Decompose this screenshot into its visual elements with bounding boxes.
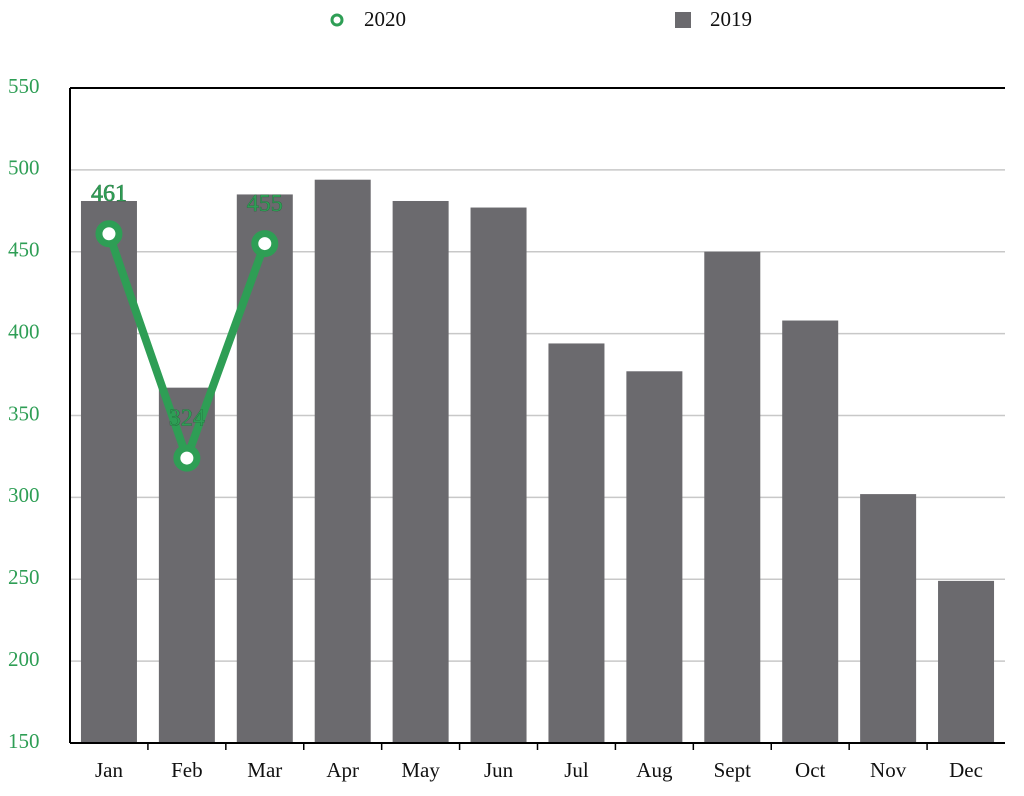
y-tick-label: 300 [8, 483, 40, 507]
x-tick-label: Sept [714, 758, 752, 782]
y-tick-label: 200 [8, 647, 40, 671]
line-marker [173, 444, 201, 472]
legend-marker [675, 12, 691, 28]
line-marker [95, 220, 123, 248]
x-tick-label: May [401, 758, 440, 782]
bar [704, 251, 761, 743]
bar [236, 194, 293, 743]
x-tick-label: Feb [171, 758, 203, 782]
y-tick-label: 400 [8, 319, 40, 343]
data-label: 324 [169, 406, 205, 432]
bar [548, 343, 605, 743]
bar [782, 320, 839, 743]
bar [626, 371, 683, 743]
x-tick-label: Apr [326, 758, 359, 782]
legend-marker [330, 13, 344, 27]
bar [392, 200, 449, 744]
x-tick-label: Dec [949, 758, 983, 782]
legend-label: 2020 [364, 7, 406, 31]
data-label: 461 [91, 181, 127, 207]
y-tick-label: 450 [8, 238, 40, 262]
x-tick-label: Jun [484, 758, 514, 782]
data-label: 455 [247, 191, 283, 217]
x-tick-label: Jul [564, 758, 589, 782]
x-tick-label: Jan [95, 758, 123, 782]
line-marker [251, 230, 279, 258]
x-tick-label: Mar [247, 758, 282, 782]
bar [158, 387, 215, 743]
y-tick-label: 250 [8, 565, 40, 589]
legend-label: 2019 [710, 7, 752, 31]
bar [470, 207, 527, 744]
x-tick-label: Aug [636, 758, 673, 782]
y-tick-label: 350 [8, 401, 40, 425]
bar [314, 179, 371, 743]
bar [938, 580, 995, 743]
x-tick-label: Oct [795, 758, 825, 782]
bar [860, 494, 917, 743]
x-tick-label: Nov [870, 758, 907, 782]
y-tick-label: 550 [8, 74, 40, 98]
y-tick-label: 150 [8, 729, 40, 753]
y-tick-label: 500 [8, 156, 40, 180]
